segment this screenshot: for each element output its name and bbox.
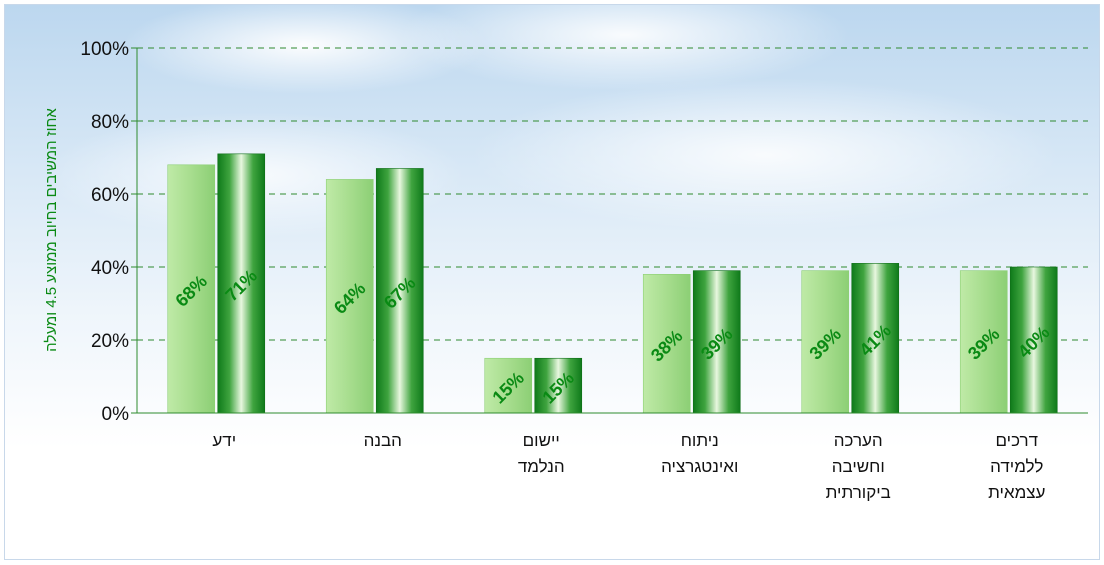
x-category-label: ידע (212, 431, 236, 450)
x-category-label-line: ללמידה (990, 457, 1043, 476)
x-category-label-line: הבנה (364, 431, 402, 450)
x-category-label-line: וחשיבה (832, 457, 885, 476)
x-category-label: ניתוח ואינטגרציה (661, 431, 738, 476)
x-category-label-line: הנלמד (518, 457, 565, 476)
x-category-label-line: ביקורתית (826, 483, 891, 502)
y-axis-label: אחוז המשיבים בחיוב ממוצע 4.5 ומעלה (43, 108, 60, 352)
bar-series-1 (325, 179, 374, 414)
gridlines (137, 47, 1088, 341)
y-tick-label: 60% (91, 185, 129, 206)
bar-series-2 (534, 357, 583, 414)
x-category-label: יישום הנלמד (518, 431, 565, 476)
axes: 0% 20% 40% 60% 80% 100% ידע הבנה יישום הנלמד ניתוח… (80, 39, 1088, 502)
bar-series-1 (801, 270, 850, 414)
y-tick-label: 0% (102, 404, 130, 425)
y-tick-label: 20% (91, 331, 129, 352)
bar-series-1 (642, 273, 691, 414)
bar-series-2 (1009, 266, 1058, 414)
x-category-label-line: יישום (523, 431, 560, 450)
x-category-label-line: עצמאית (988, 483, 1045, 502)
y-tick-label: 100% (80, 39, 129, 60)
x-category-label: הבנה (364, 431, 402, 450)
x-category-label-line: הערכה (834, 431, 883, 450)
y-tick-label: 40% (91, 258, 129, 279)
x-category-label-line: דרכים (995, 431, 1038, 450)
x-category-label-line: ואינטגרציה (661, 457, 738, 476)
bar-series-2 (217, 153, 266, 414)
bar-series-1 (959, 270, 1008, 414)
bar-series-2 (692, 270, 741, 414)
bars: 68% 71% 64% 67%15% 15%38% 39% 39% 41% 39% 40% (167, 153, 1058, 414)
y-tick-label: 80% (91, 112, 129, 133)
bar-series-1 (484, 357, 533, 414)
x-category-label: דרכים ללמידה עצמאית (988, 431, 1045, 502)
bar-series-2 (851, 263, 900, 414)
x-category-label: הערכה וחשיבה ביקורתית (826, 431, 891, 502)
x-category-label-line: ניתוח (681, 431, 719, 450)
bar-series-2 (375, 168, 424, 414)
x-category-label-line: ידע (212, 431, 236, 450)
